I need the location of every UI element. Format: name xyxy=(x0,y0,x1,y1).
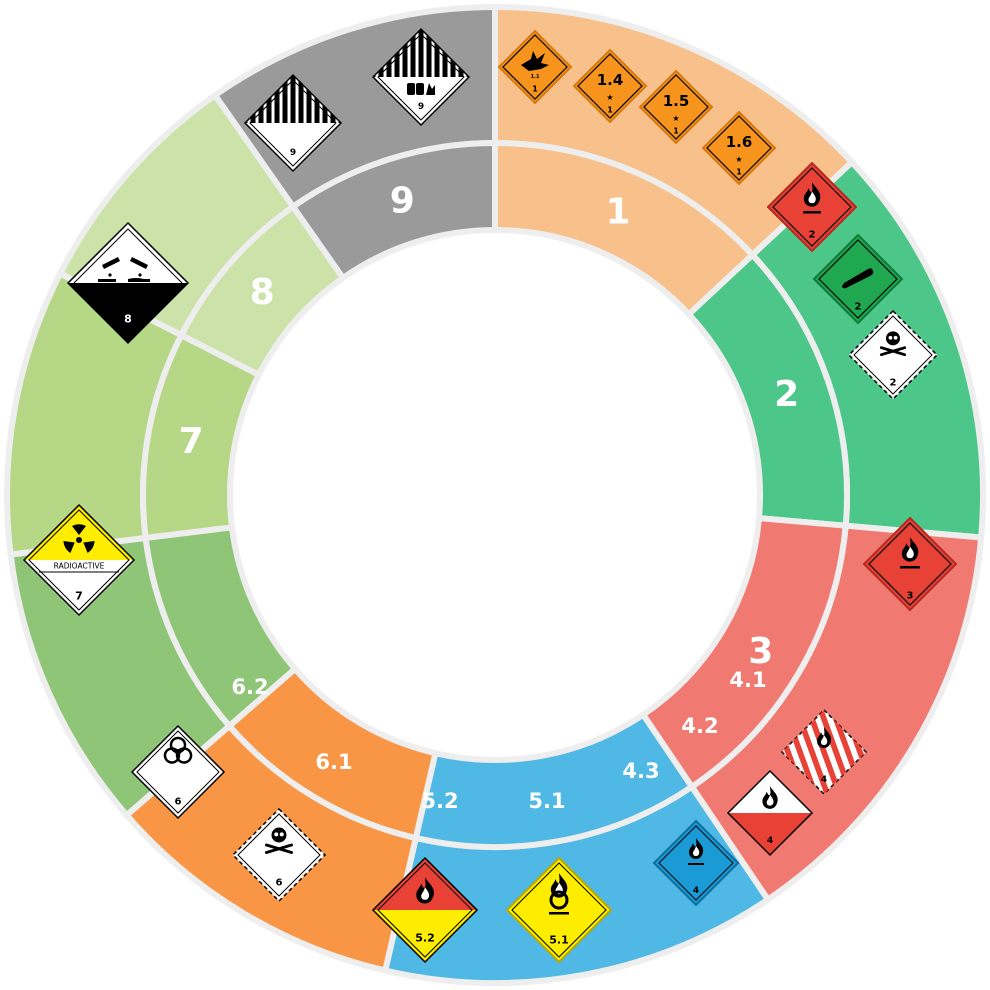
class-number: 2 xyxy=(809,230,816,241)
class-number: 8 xyxy=(124,313,132,326)
class-1-label: 1 xyxy=(605,192,630,233)
flammable-gas-placard: 2 xyxy=(766,161,858,253)
class-number: 6 xyxy=(175,797,182,808)
non-flammable-gas-placard: 2 xyxy=(812,233,904,325)
radioactive-placard: RADIOACTIVE 7 xyxy=(22,503,136,617)
class-number: 6 xyxy=(276,878,283,889)
class-number: 4 xyxy=(767,836,773,846)
class-number: 7 xyxy=(75,590,83,603)
gas-cylinder-icon xyxy=(842,268,874,289)
toxic-placard: 6 xyxy=(231,807,327,903)
toxic-gas-placard: 2 xyxy=(847,309,939,401)
class-9-inner-sector xyxy=(290,140,498,281)
class-number: 5.2 xyxy=(415,932,435,945)
class-7-label: 7 xyxy=(179,421,204,462)
radiation-trefoil-icon xyxy=(63,524,95,554)
division-label: 1.5 xyxy=(663,92,690,110)
flammable-liquid-placard: 3 xyxy=(862,516,958,612)
dangerous-when-wet-placard: 4 xyxy=(652,819,740,907)
class-number: 9 xyxy=(290,148,296,158)
class-number: 1 xyxy=(736,168,742,177)
organic-peroxide-placard: 5.2 xyxy=(371,856,479,964)
division-label: 1.4 xyxy=(597,71,624,89)
explosive-placard: 1.11 xyxy=(497,29,573,105)
class-number: 9 xyxy=(418,102,424,112)
class-5-sublabel-1: 5.2 xyxy=(421,789,458,813)
explosive-small-text: 1.1 xyxy=(531,74,540,80)
radioactive-text: RADIOACTIVE xyxy=(54,562,105,571)
star-icon: ★ xyxy=(606,93,613,102)
star-icon: ★ xyxy=(672,114,679,123)
class-number: 4 xyxy=(821,775,827,785)
class-number: 4 xyxy=(693,886,699,896)
class-9-label: 9 xyxy=(390,180,415,221)
class-4-sublabel-1: 4.1 xyxy=(729,668,766,692)
division-label: 1.6 xyxy=(726,133,753,151)
class-number: 5.1 xyxy=(549,934,569,947)
spontaneously-combustible-placard: 4 xyxy=(726,769,814,857)
explosive-1-5-placard: 1.5 ★ 1 xyxy=(638,69,714,145)
class-4-sublabel-2: 4.2 xyxy=(681,714,718,738)
class-number: 2 xyxy=(890,378,897,389)
class-6-sublabel-2: 6.1 xyxy=(315,750,352,774)
class-number: 1 xyxy=(607,106,613,115)
oxidizer-placard: 5.1 xyxy=(505,856,613,964)
class-2-label: 2 xyxy=(774,374,799,415)
class-number: 2 xyxy=(855,302,862,313)
class-8-label: 8 xyxy=(250,272,275,313)
star-icon: ★ xyxy=(735,155,742,164)
explosive-number: 1 xyxy=(532,85,538,94)
class-4-sublabel-3: 4.3 xyxy=(622,759,659,783)
biohazard-icon xyxy=(163,736,193,764)
battery-icon xyxy=(407,83,435,95)
class-6-sublabel-1: 6.2 xyxy=(231,675,268,699)
class-5-sublabel-2: 5.1 xyxy=(528,789,565,813)
class-number: 3 xyxy=(907,591,914,602)
explosive-1-6-placard: 1.6 ★ 1 xyxy=(701,110,777,186)
corrosive-placard: 8 xyxy=(66,221,190,345)
infectious-placard: 6 xyxy=(130,724,226,820)
corrosion-icon xyxy=(98,257,150,282)
explosive-1-4-placard: 1.4 ★ 1 xyxy=(572,48,648,124)
class-number: 1 xyxy=(673,127,679,136)
class-3-label: 3 xyxy=(748,631,773,672)
